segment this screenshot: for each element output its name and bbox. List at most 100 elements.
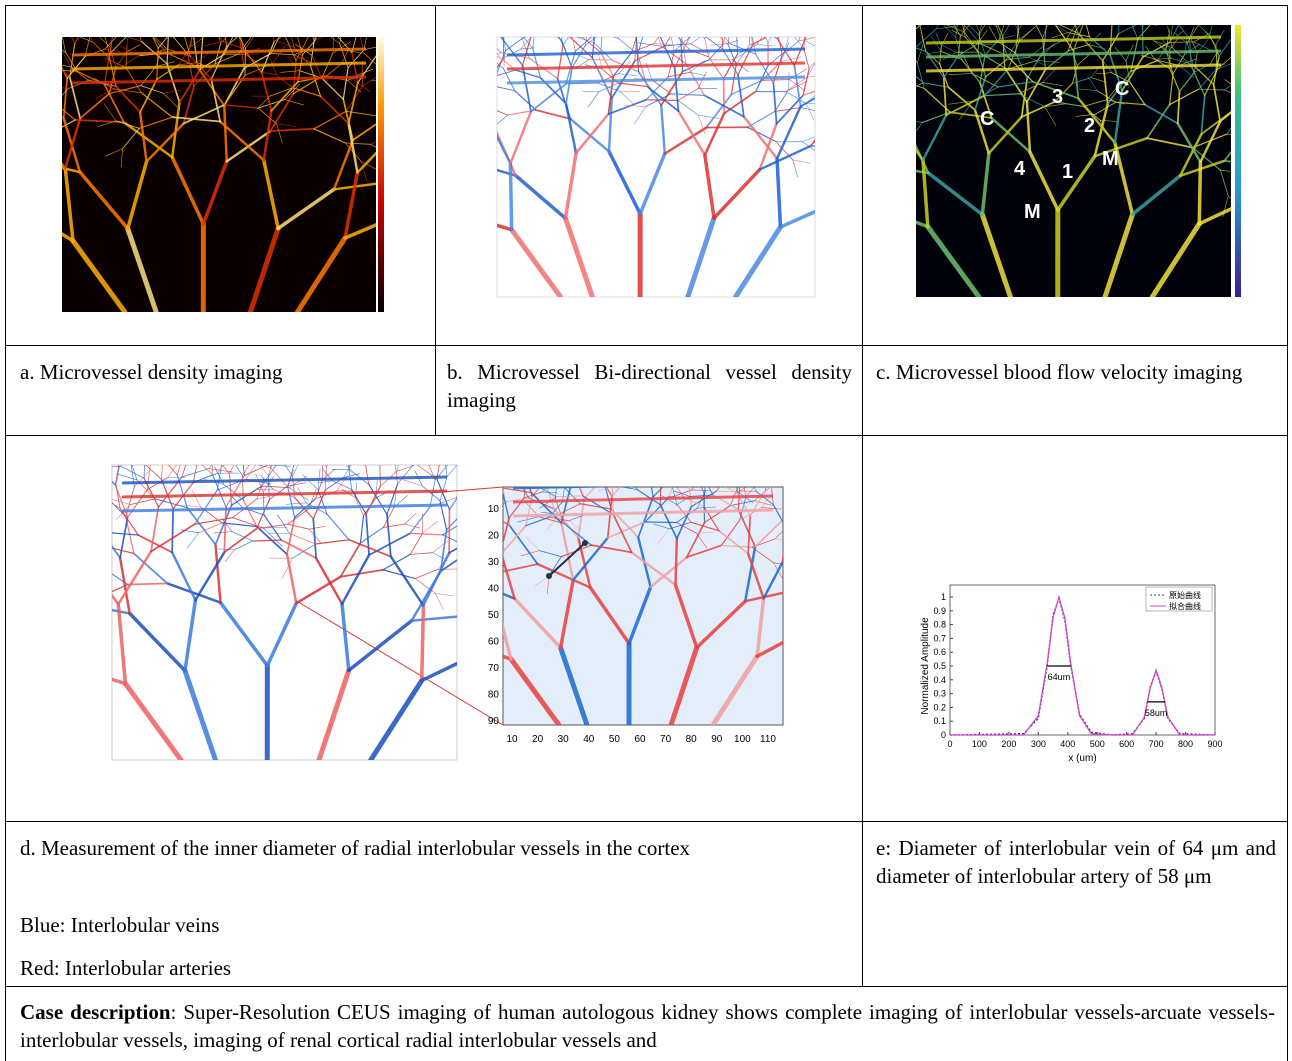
legend-text: Red: Interlobular arteries: [20, 954, 850, 982]
vessel: [23, 465, 31, 483]
vessel: [886, 570, 908, 575]
vessel: [8, 455, 32, 456]
y-tick-label: 0.5: [933, 661, 946, 671]
vessel: [8, 539, 43, 546]
vessel: [147, 7, 148, 25]
vessel: [894, 88, 907, 90]
vessel: [383, 65, 395, 81]
vessel: [1100, 3, 1112, 24]
vessel: [889, 25, 900, 42]
vessel: [1150, 0, 1151, 5]
vessel: [1084, 0, 1088, 15]
vessel: [196, 0, 200, 1]
vessel: [814, 497, 819, 509]
page: C 3 C 2 4 1 M M 102030405060708090100110…: [0, 0, 1292, 1061]
vessel: [193, 1, 199, 28]
vessel: [53, 26, 56, 50]
vessel: [629, 444, 646, 453]
vessel: [472, 470, 482, 485]
vessel: [861, 0, 865, 16]
vessel: [458, 98, 469, 108]
vessel: [532, 7, 541, 25]
vessel: [705, 23, 711, 38]
vessel: [576, 449, 584, 471]
vessel: [821, 457, 828, 477]
vessel: [459, 505, 473, 530]
vessel: [954, 580, 965, 596]
vessel: [705, 473, 712, 487]
vessel: [437, 431, 442, 453]
vessel: [814, 99, 848, 105]
vessel: [657, 461, 676, 465]
vessel: [128, 14, 132, 35]
vessel: [879, 62, 897, 79]
vessel: [35, 70, 53, 76]
vessel: [423, 100, 457, 103]
vessel: [637, 2, 648, 26]
vessel: [868, 595, 893, 605]
vessel: [856, 150, 886, 168]
vessel: [682, 17, 689, 36]
vessel: [881, 5, 892, 23]
vessel: [840, 39, 858, 41]
vessel: [823, 554, 854, 560]
vessel: [242, 438, 256, 450]
vessel: [308, 18, 309, 37]
y-tick-label: 0.3: [933, 689, 946, 699]
vessel: [439, 29, 449, 45]
vessel: [839, 56, 855, 85]
vessel: [423, 130, 450, 137]
vessel: [831, 538, 850, 545]
vessel: [771, 470, 778, 483]
vessel: [449, 128, 472, 130]
vessel: [451, 200, 473, 212]
vessel: [384, 71, 395, 101]
y-tick-label: 80: [488, 690, 500, 701]
vessel: [708, 20, 727, 24]
vessel: [943, 618, 965, 636]
vessel: [1275, 83, 1284, 96]
vessel: [77, 561, 102, 567]
vessel: [491, 96, 495, 119]
colorbar: [378, 37, 384, 312]
vessel: [731, 451, 732, 471]
vessel: [395, 440, 405, 458]
vessel: [858, 627, 883, 638]
vessel: [172, 27, 189, 31]
vessel: [854, 539, 872, 554]
vessel: [1087, 0, 1101, 3]
vessel: [1140, 23, 1157, 25]
vessel: [903, 0, 910, 11]
vessel: [736, 0, 750, 17]
vessel: [824, 38, 828, 53]
vessel: [645, 433, 646, 452]
vessel: [456, 498, 477, 499]
vessel: [603, 456, 609, 478]
vessel: [898, 70, 908, 84]
vessel: [689, 461, 700, 480]
vessel: [822, 461, 842, 465]
vessel: [646, 0, 648, 15]
vessel: [1279, 104, 1291, 109]
vessel: [478, 86, 494, 92]
vessel: [91, 478, 97, 497]
vessel: [835, 14, 845, 35]
vessel: [868, 624, 909, 641]
vessel: [1126, 0, 1127, 6]
vessel: [36, 20, 54, 43]
vessel: [849, 555, 856, 570]
y-tick-label: 0.9: [933, 606, 946, 616]
vessel: [472, 466, 474, 482]
vessel: [617, 464, 629, 472]
vessel: [938, 558, 946, 572]
vessel: [602, 463, 612, 485]
vessel: [1067, 0, 1069, 4]
annotation: 58um: [1145, 708, 1168, 718]
vessel: [188, 9, 194, 28]
vessel: [923, 19, 944, 24]
y-tick-label: 0.6: [933, 647, 946, 657]
region-label: M: [1102, 148, 1119, 170]
x-tick-label: 0: [947, 739, 952, 749]
vessel: [460, 219, 490, 248]
vessel: [405, 140, 415, 176]
